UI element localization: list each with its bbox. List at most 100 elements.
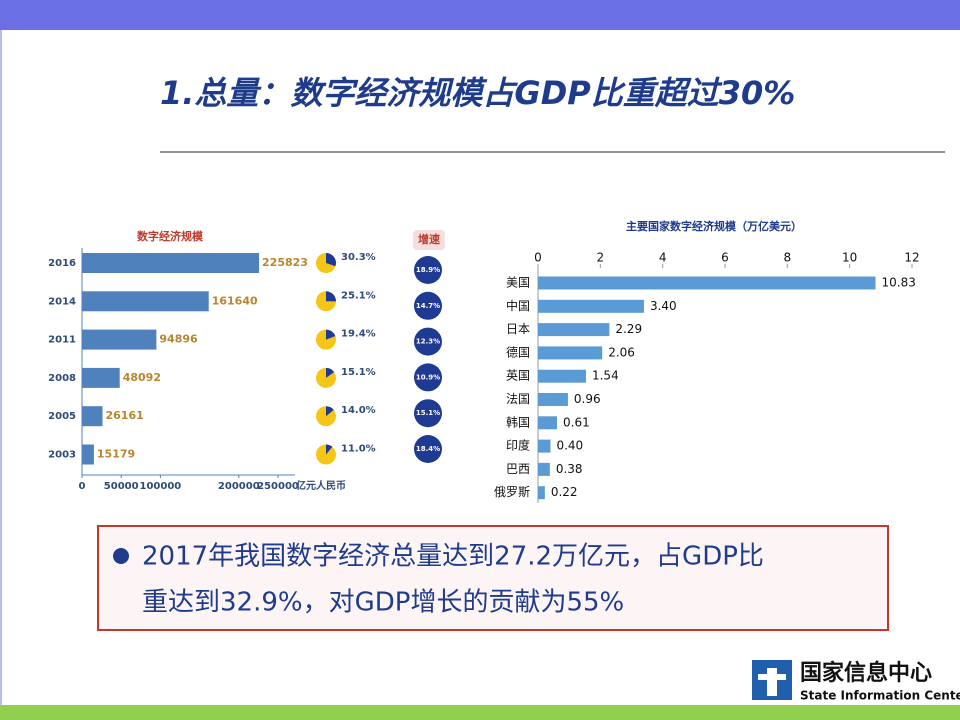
bar (82, 444, 94, 465)
x-tick-label: 4 (659, 251, 667, 265)
y-tick-label: 英国 (506, 369, 530, 383)
y-tick-label: 印度 (506, 438, 530, 453)
slide-title: 1.总量：数字经济规模占GDP比重超过30% (160, 74, 795, 112)
bar (82, 406, 103, 427)
y-tick-label: 巴西 (506, 462, 530, 476)
growth-label: 12.3% (416, 338, 440, 346)
share-label: 30.3% (341, 252, 376, 263)
bar (82, 329, 157, 350)
logo-icon-mark (767, 668, 777, 696)
growth-circle (414, 291, 442, 320)
value-label: 94896 (159, 333, 198, 346)
value-label: 0.96 (574, 392, 601, 406)
bar (538, 346, 603, 360)
growth-circle (414, 399, 442, 428)
logo-icon-mark (758, 674, 786, 680)
value-label: 0.22 (551, 485, 578, 499)
value-label: 225823 (262, 256, 308, 269)
logo-name-en: State Information Center (800, 689, 960, 703)
x-tick-label: 0 (534, 251, 542, 265)
x-tick-label: 12 (904, 251, 919, 265)
value-label: 26161 (106, 409, 144, 422)
value-label: 2.29 (615, 322, 642, 336)
pie-slice (326, 291, 336, 302)
bar (538, 276, 876, 290)
growth-circle (414, 435, 442, 463)
x-tick-label: 8 (784, 251, 792, 265)
y-tick-label: 中国 (506, 298, 530, 313)
y-tick-label: 日本 (506, 322, 530, 336)
growth-header-box (413, 230, 445, 250)
bar (538, 416, 558, 430)
growth-label: 10.9% (416, 373, 440, 381)
growth-label: 14.7% (416, 302, 440, 310)
callout-line: 2017年我国数字经济总量达到27.2万亿元，占GDP比 (142, 542, 764, 572)
bar (82, 253, 260, 273)
x-tick-label: 6 (721, 251, 729, 265)
value-label: 10.83 (882, 276, 916, 290)
y-tick-label: 2005 (48, 411, 76, 422)
bar (538, 439, 551, 453)
value-label: 15179 (97, 448, 135, 461)
pie-slice (326, 367, 335, 378)
value-label: 0.38 (556, 462, 583, 476)
growth-header: 增速 (418, 232, 440, 246)
callout-box (97, 525, 889, 631)
growth-label: 15.1% (416, 409, 440, 417)
value-label: 48092 (123, 371, 161, 384)
growth-circle (414, 256, 442, 284)
bar (538, 369, 586, 383)
chart-title: 主要国家数字经济规模（万亿美元） (626, 219, 802, 233)
x-tick-label: 100000 (140, 481, 182, 492)
value-label: 161640 (212, 294, 258, 307)
y-tick-label: 法国 (506, 392, 530, 406)
x-tick-label: 50000 (104, 481, 139, 492)
callout-line: 重达到32.9%，对GDP增长的贡献为55% (142, 588, 624, 618)
y-tick-label: 韩国 (506, 414, 530, 429)
logo-name: 国家信息中心 (800, 660, 932, 686)
bullet (113, 548, 129, 564)
value-label: 3.40 (650, 299, 677, 313)
value-label: 1.54 (592, 369, 619, 383)
value-label: 0.40 (556, 439, 583, 453)
share-label: 11.0% (341, 444, 376, 455)
left-edge (0, 30, 2, 705)
x-tick-label: 250000 (257, 481, 299, 492)
share-label: 25.1% (341, 290, 376, 301)
x-tick-label: 200000 (218, 481, 260, 492)
bar (538, 462, 550, 476)
value-label: 2.06 (608, 345, 635, 359)
x-tick-label: 10 (842, 251, 857, 265)
y-tick-label: 2011 (48, 335, 76, 346)
y-tick-label: 2016 (48, 258, 76, 269)
value-label: 0.61 (563, 415, 590, 429)
pie-slice (326, 444, 333, 455)
y-tick-label: 2014 (48, 296, 76, 307)
bottom-band (0, 705, 960, 720)
pie-slice (326, 329, 336, 340)
top-band (0, 0, 960, 30)
bar (538, 323, 610, 337)
x-tick-label: 0 (79, 481, 86, 492)
x-tick-label: 2 (597, 251, 605, 265)
growth-label: 18.9% (416, 266, 440, 274)
y-tick-label: 2003 (48, 450, 76, 461)
x-axis-label: 亿元人民币 (296, 479, 346, 492)
y-tick-label: 俄罗斯 (494, 485, 530, 499)
bar (538, 393, 568, 406)
pie-slice (326, 406, 334, 417)
chart-title: 数字经济规模 (137, 229, 204, 243)
y-tick-label: 美国 (506, 276, 530, 290)
bar (82, 367, 120, 388)
y-tick-label: 德国 (506, 344, 530, 359)
share-label: 14.0% (341, 405, 376, 416)
growth-label: 18.4% (416, 445, 440, 453)
growth-circle (414, 363, 442, 392)
bar (538, 486, 545, 500)
pie-slice (326, 253, 337, 267)
bar (82, 291, 209, 312)
growth-circle (414, 327, 442, 356)
share-label: 19.4% (341, 329, 376, 340)
y-tick-label: 2008 (48, 373, 76, 384)
